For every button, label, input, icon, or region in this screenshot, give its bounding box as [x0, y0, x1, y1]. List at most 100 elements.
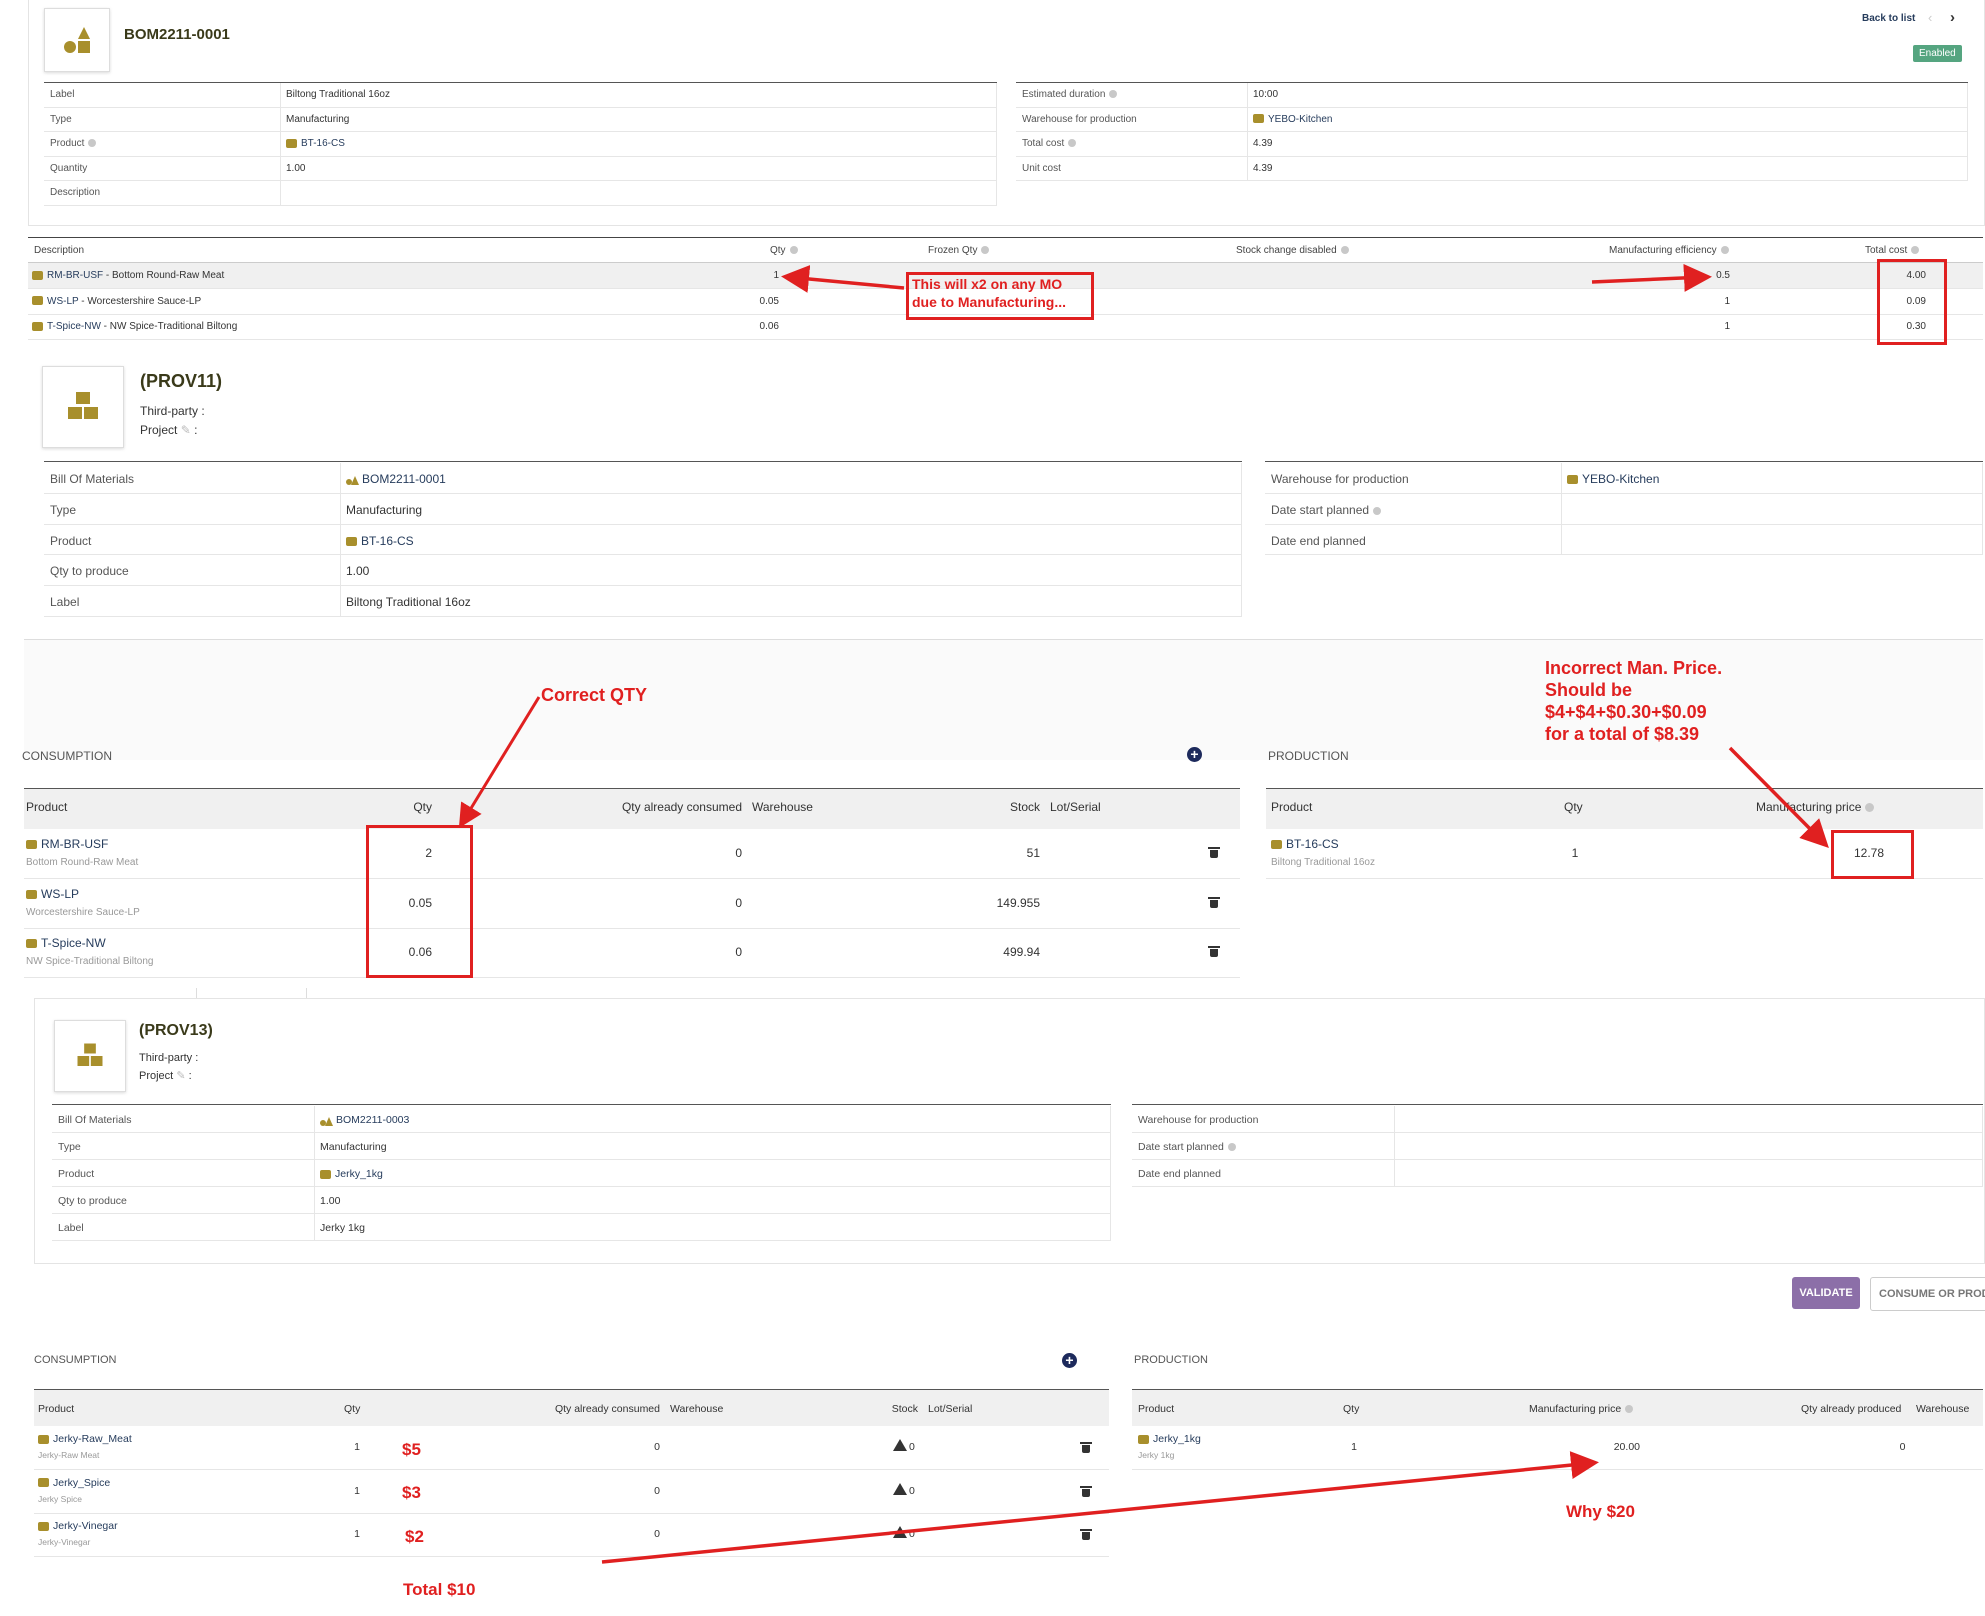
- mo2-third-party: Third-party :: [139, 1052, 199, 1064]
- warehouse-icon: [1567, 475, 1578, 485]
- consumption-header: Lot/Serial: [928, 1403, 973, 1415]
- pencil-icon[interactable]: ✎: [176, 1070, 186, 1082]
- bom-lines-row-divider: [28, 313, 1983, 315]
- field-value[interactable]: BT-16-CS: [286, 138, 345, 149]
- production-price[interactable]: 12.78: [1853, 846, 1885, 860]
- bom-line-desc: - Worcestershire Sauce-LP: [78, 295, 202, 307]
- consumption-product[interactable]: Jerky-Vinegar: [38, 1520, 118, 1532]
- field-divider: [1265, 523, 1983, 525]
- consumption-qty[interactable]: 1: [354, 1528, 360, 1541]
- bom-line-code[interactable]: WS-LP: [47, 295, 79, 307]
- field-label-text: Bill Of Materials: [50, 472, 135, 486]
- info-icon[interactable]: [1068, 139, 1077, 148]
- field-value[interactable]: BT-16-CS: [346, 534, 414, 548]
- production-row-divider: [1266, 878, 1983, 879]
- field-value-text: YEBO-Kitchen: [1582, 472, 1660, 486]
- consumption-product-code[interactable]: T-Spice-NW: [41, 936, 106, 950]
- annotation-box-x2: [906, 272, 1094, 320]
- info-icon[interactable]: [1625, 1405, 1634, 1414]
- trash-icon[interactable]: [1208, 896, 1220, 908]
- info-icon[interactable]: [1340, 246, 1349, 255]
- production-product-code[interactable]: BT-16-CS: [1286, 837, 1339, 851]
- field-value[interactable]: YEBO-Kitchen: [1253, 114, 1332, 125]
- info-icon[interactable]: [1720, 246, 1729, 255]
- consumption-stock-value: 0: [909, 1441, 915, 1453]
- consumption-product-code[interactable]: Jerky_Spice: [53, 1476, 111, 1489]
- trash-icon[interactable]: [1080, 1485, 1092, 1497]
- consumption-product-code[interactable]: Jerky-Raw_Meat: [53, 1433, 132, 1445]
- field-divider: [44, 204, 997, 206]
- field-label: Warehouse for production: [1022, 114, 1137, 125]
- field-value[interactable]: BOM2211-0001: [346, 472, 446, 486]
- bom-line-code[interactable]: T-Spice-NW: [47, 321, 101, 332]
- field-value[interactable]: Jerky_1kg: [320, 1168, 383, 1180]
- consumption-product[interactable]: Jerky-Raw_Meat: [38, 1433, 132, 1445]
- add-consumption-button[interactable]: +: [1187, 747, 1202, 762]
- trash-icon[interactable]: [1208, 946, 1220, 957]
- production-product-code[interactable]: Jerky_1kg: [1153, 1433, 1201, 1445]
- trash-icon[interactable]: [1080, 1529, 1092, 1541]
- info-icon[interactable]: [1373, 506, 1382, 515]
- bom-line-description[interactable]: RM-BR-USF - Bottom Round-Raw Meat: [32, 270, 224, 281]
- field-divider: [52, 1186, 1111, 1187]
- product-icon: [38, 1478, 49, 1488]
- production-product[interactable]: BT-16-CS: [1271, 837, 1339, 851]
- info-icon[interactable]: [88, 139, 97, 148]
- field-label-text: Type: [50, 502, 77, 517]
- trash-icon[interactable]: [1080, 1442, 1092, 1453]
- production-product[interactable]: Jerky_1kg: [1138, 1433, 1201, 1445]
- field-edge: [1967, 83, 1968, 181]
- production-product-label: Biltong Traditional 16oz: [1271, 857, 1375, 868]
- consumption-qty[interactable]: 2: [425, 846, 432, 860]
- back-to-list-link[interactable]: Back to list: [1862, 13, 1916, 24]
- validate-button[interactable]: VALIDATE: [1792, 1277, 1860, 1309]
- consumption-qty[interactable]: 0.05: [408, 895, 432, 910]
- info-icon[interactable]: [789, 246, 798, 255]
- trash-icon[interactable]: [1208, 847, 1220, 858]
- field-label: Label: [58, 1222, 84, 1234]
- production-qty[interactable]: 1: [1571, 846, 1579, 860]
- info-icon[interactable]: [1227, 1143, 1236, 1152]
- field-divider: [1265, 554, 1983, 556]
- pencil-icon[interactable]: ✎: [180, 423, 191, 437]
- mo2-consumption-title: CONSUMPTION: [34, 1354, 117, 1366]
- consumption-product-code[interactable]: Jerky-Vinegar: [53, 1520, 118, 1533]
- info-icon[interactable]: [1865, 803, 1875, 813]
- bom-line-description[interactable]: WS-LP - Worcestershire Sauce-LP: [32, 296, 201, 307]
- consumption-product[interactable]: T-Spice-NW: [26, 936, 106, 950]
- add-consumption-button[interactable]: +: [1062, 1353, 1077, 1368]
- field-value[interactable]: BOM2211-0003: [320, 1114, 409, 1126]
- consumption-qty[interactable]: 1: [354, 1484, 360, 1497]
- bom-icon: [320, 1115, 333, 1126]
- next-arrow-icon[interactable]: ›: [1950, 9, 1955, 26]
- consumption-product[interactable]: RM-BR-USF: [26, 837, 108, 851]
- consumption-qty[interactable]: 0.06: [408, 945, 432, 959]
- warning-icon: [893, 1439, 907, 1451]
- field-label-text: Type: [50, 113, 72, 125]
- bom-lines-divider: [28, 262, 1983, 263]
- bom-line-code[interactable]: RM-BR-USF: [47, 270, 104, 281]
- consumption-stock: 51: [1026, 846, 1040, 860]
- consumption-product[interactable]: WS-LP: [26, 887, 79, 901]
- field-value-text: 1.00: [346, 564, 370, 579]
- consume-or-produce-button[interactable]: CONSUME OR PROD: [1870, 1277, 1985, 1311]
- production-price[interactable]: 20.00: [1613, 1441, 1640, 1453]
- field-value[interactable]: YEBO-Kitchen: [1567, 472, 1659, 486]
- consumption-qty[interactable]: 1: [354, 1441, 360, 1453]
- field-edge: [1982, 1106, 1983, 1187]
- bom-line-description[interactable]: T-Spice-NW - NW Spice-Traditional Bilton…: [32, 321, 237, 332]
- bom-lines-row-divider: [28, 288, 1983, 289]
- field-label-text: Warehouse for production: [1022, 113, 1137, 125]
- field-divider: [44, 554, 1242, 556]
- info-icon[interactable]: [1109, 90, 1118, 99]
- info-icon[interactable]: [981, 246, 990, 255]
- prev-arrow-icon[interactable]: ‹: [1928, 10, 1933, 25]
- production-qty[interactable]: 1: [1351, 1441, 1357, 1453]
- consumption-product-code[interactable]: RM-BR-USF: [41, 837, 109, 851]
- field-divider: [44, 523, 1242, 525]
- consumption-product-code[interactable]: WS-LP: [41, 886, 80, 901]
- consumption-product[interactable]: Jerky_Spice: [38, 1477, 110, 1489]
- info-icon[interactable]: [1911, 246, 1920, 255]
- field-value: 4.39: [1253, 138, 1272, 149]
